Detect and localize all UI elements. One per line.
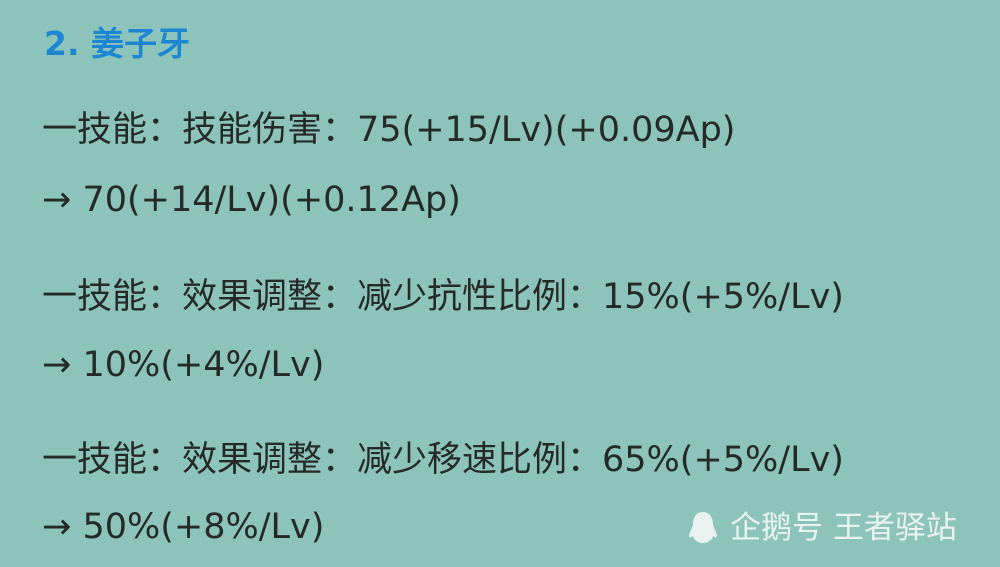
penguin-icon: [689, 512, 717, 543]
skill-line: → 10%(+4%/Lv): [42, 345, 325, 385]
skill-line: → 50%(+8%/Lv): [42, 507, 325, 547]
section-title: 2. 姜子牙: [44, 24, 190, 63]
watermark: 企鹅号 王者驿站: [688, 508, 957, 548]
skill-line: 一技能：技能伤害：75(+15/Lv)(+0.09Ap): [42, 110, 736, 150]
skill-line: 一技能：效果调整：减少抗性比例：15%(+5%/Lv): [42, 277, 844, 317]
skill-line: 一技能：效果调整：减少移速比例：65%(+5%/Lv): [42, 440, 844, 480]
watermark-text: 企鹅号 王者驿站: [730, 510, 957, 546]
skill-line: → 70(+14/Lv)(+0.12Ap): [42, 180, 461, 220]
